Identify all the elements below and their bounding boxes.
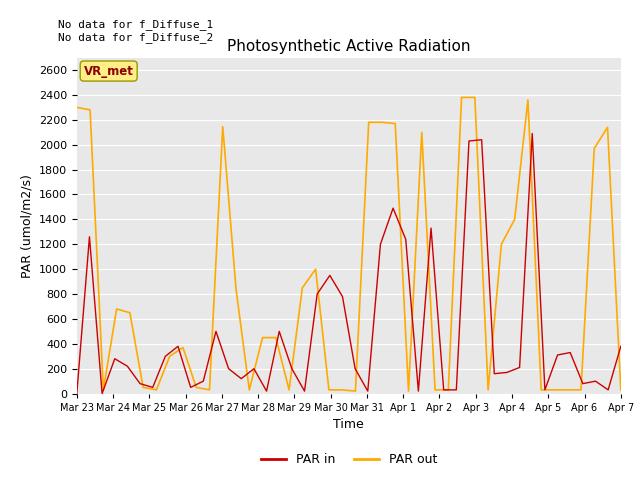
PAR in bbox=[326, 273, 333, 278]
PAR in bbox=[200, 378, 207, 384]
PAR in bbox=[554, 352, 561, 358]
PAR in bbox=[465, 138, 473, 144]
PAR in bbox=[339, 294, 346, 300]
PAR in bbox=[124, 363, 131, 369]
PAR in bbox=[452, 387, 460, 393]
PAR in bbox=[111, 356, 118, 361]
PAR out bbox=[140, 384, 147, 390]
PAR out bbox=[524, 97, 532, 103]
PAR out bbox=[497, 241, 505, 247]
PAR in bbox=[516, 365, 524, 371]
PAR out bbox=[219, 124, 227, 130]
PAR out bbox=[418, 130, 426, 135]
PAR in bbox=[402, 237, 410, 242]
Title: Photosynthetic Active Radiation: Photosynthetic Active Radiation bbox=[227, 39, 470, 54]
PAR out bbox=[152, 387, 160, 393]
PAR out bbox=[444, 387, 452, 393]
PAR out bbox=[339, 387, 346, 393]
PAR in bbox=[604, 387, 612, 393]
PAR in bbox=[86, 234, 93, 240]
PAR out bbox=[179, 345, 187, 350]
PAR in bbox=[529, 131, 536, 136]
Text: VR_met: VR_met bbox=[84, 64, 134, 78]
PAR out bbox=[604, 124, 611, 130]
PAR in bbox=[161, 353, 169, 359]
PAR in bbox=[440, 387, 447, 393]
PAR out bbox=[431, 387, 439, 393]
PAR in bbox=[263, 388, 271, 394]
PAR in bbox=[617, 343, 625, 349]
PAR out bbox=[365, 120, 372, 125]
PAR out bbox=[351, 388, 359, 394]
PAR in bbox=[415, 388, 422, 394]
PAR out bbox=[484, 387, 492, 393]
Line: PAR out: PAR out bbox=[77, 97, 621, 391]
PAR in bbox=[314, 291, 321, 297]
Y-axis label: PAR (umol/m2/s): PAR (umol/m2/s) bbox=[20, 174, 33, 277]
PAR out bbox=[113, 306, 120, 312]
PAR out bbox=[285, 387, 293, 393]
PAR out bbox=[86, 107, 94, 113]
PAR out bbox=[325, 387, 333, 393]
X-axis label: Time: Time bbox=[333, 418, 364, 431]
Text: No data for f_Diffuse_1
No data for f_Diffuse_2: No data for f_Diffuse_1 No data for f_Di… bbox=[58, 19, 213, 43]
PAR in bbox=[212, 328, 220, 334]
Legend: PAR in, PAR out: PAR in, PAR out bbox=[255, 448, 442, 471]
PAR out bbox=[166, 353, 173, 359]
PAR in bbox=[566, 349, 574, 355]
PAR out bbox=[511, 216, 518, 222]
PAR in bbox=[427, 225, 435, 231]
PAR in bbox=[376, 241, 384, 247]
PAR in bbox=[490, 371, 498, 377]
PAR in bbox=[225, 366, 232, 372]
PAR in bbox=[73, 391, 81, 396]
PAR out bbox=[591, 145, 598, 151]
PAR out bbox=[126, 310, 134, 315]
PAR in bbox=[503, 370, 511, 375]
PAR in bbox=[174, 343, 182, 349]
PAR in bbox=[187, 384, 195, 390]
PAR out bbox=[298, 285, 306, 291]
PAR in bbox=[389, 205, 397, 211]
PAR out bbox=[404, 388, 412, 394]
PAR in bbox=[591, 378, 599, 384]
PAR out bbox=[272, 335, 280, 340]
PAR out bbox=[259, 335, 266, 340]
PAR out bbox=[205, 387, 213, 393]
PAR in bbox=[478, 137, 486, 143]
PAR in bbox=[149, 384, 157, 390]
PAR in bbox=[541, 387, 548, 393]
PAR in bbox=[579, 381, 587, 386]
PAR out bbox=[392, 120, 399, 126]
PAR out bbox=[564, 387, 572, 393]
PAR out bbox=[378, 120, 386, 125]
PAR in bbox=[351, 366, 359, 372]
PAR in bbox=[99, 391, 106, 396]
PAR out bbox=[577, 387, 585, 393]
PAR in bbox=[275, 328, 283, 334]
PAR out bbox=[538, 387, 545, 393]
PAR in bbox=[301, 388, 308, 394]
PAR out bbox=[617, 387, 625, 393]
PAR out bbox=[312, 266, 319, 272]
PAR out bbox=[458, 95, 465, 100]
PAR out bbox=[550, 387, 558, 393]
PAR out bbox=[246, 387, 253, 393]
PAR out bbox=[99, 387, 107, 393]
PAR out bbox=[73, 105, 81, 110]
Line: PAR in: PAR in bbox=[77, 133, 621, 394]
PAR in bbox=[250, 366, 258, 372]
PAR in bbox=[237, 376, 245, 382]
PAR out bbox=[193, 384, 200, 390]
PAR in bbox=[364, 388, 372, 394]
PAR in bbox=[136, 381, 144, 386]
PAR out bbox=[471, 95, 479, 100]
PAR in bbox=[288, 366, 296, 372]
PAR out bbox=[232, 286, 240, 292]
